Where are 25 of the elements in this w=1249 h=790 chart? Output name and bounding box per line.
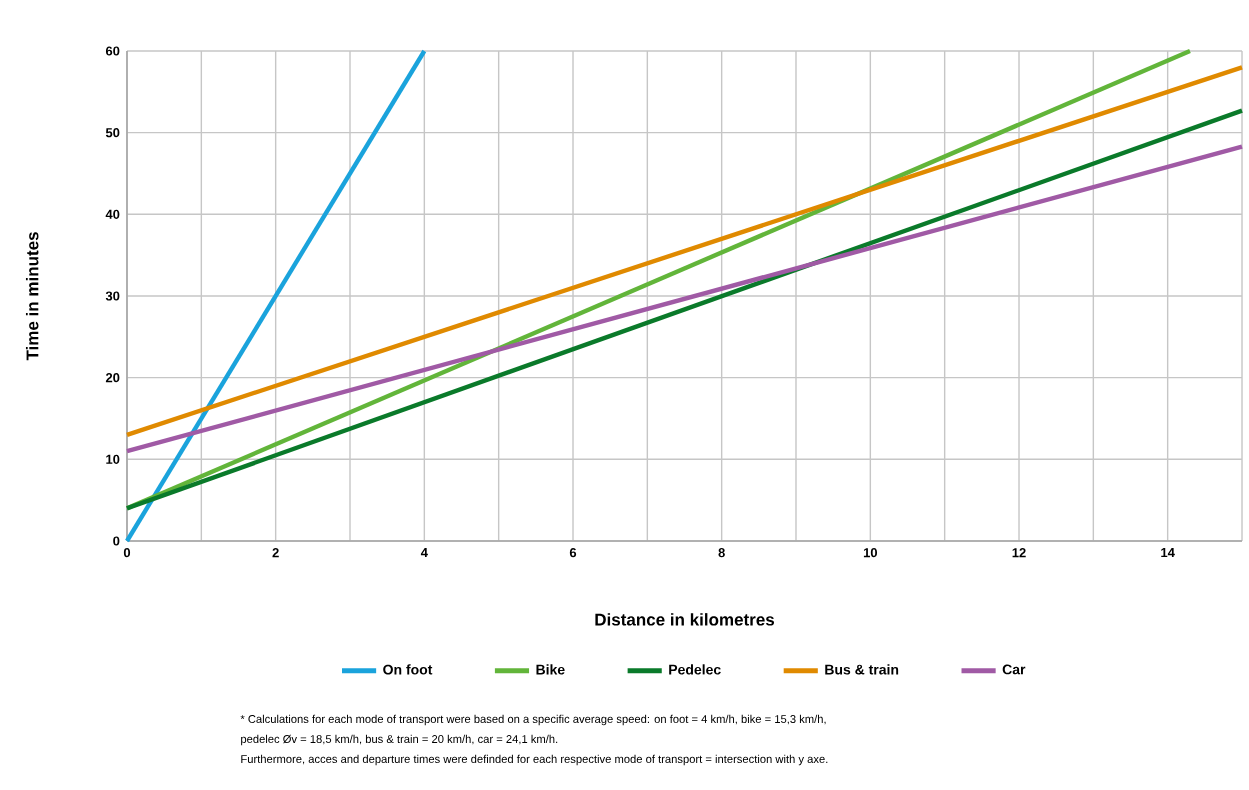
x-tick-label: 8: [718, 548, 725, 558]
legend-label: On foot: [383, 664, 433, 675]
y-tick-label: 0: [113, 536, 120, 546]
y-tick-label: 50: [105, 128, 120, 138]
x-tick-label: 0: [123, 548, 131, 558]
y-tick-label: 10: [106, 454, 120, 464]
x-tick-label: 12: [1012, 548, 1026, 558]
x-tick-label: 14: [1161, 548, 1175, 557]
y-tick-label: 20: [105, 373, 120, 383]
x-tick-label: 6: [569, 548, 577, 558]
legend-label: Car: [1002, 664, 1026, 675]
y-tick-label: 30: [105, 291, 120, 301]
text: pedelec Øv = 18,5 km/h, bus & train = 20 km/h, car = 24,1 km/h.: [241, 734, 558, 746]
x-axis-title: Distance in kilometres: [595, 613, 775, 626]
text: Furthermore, acces and departure times were definded for each respective mode of transport = intersection with y axe.: [241, 754, 828, 766]
x-tick-label: 2: [272, 548, 279, 558]
y-axis-title: Time in minutes: [25, 232, 39, 361]
text: * Calculations for each mode of transport were based on a specific average speed: on foot = 4 km/h, bike = 15,3 km/h,: [240, 714, 826, 726]
y-tick-label: 40: [105, 209, 120, 219]
legend-label: Pedelec: [669, 664, 721, 675]
legend-label: Bus & train: [825, 664, 899, 675]
y-tick-label: 60: [105, 46, 120, 56]
x-tick-label: 10: [863, 548, 878, 558]
legend-label: Bike: [536, 664, 565, 675]
x-tick-label: 4: [420, 548, 428, 557]
